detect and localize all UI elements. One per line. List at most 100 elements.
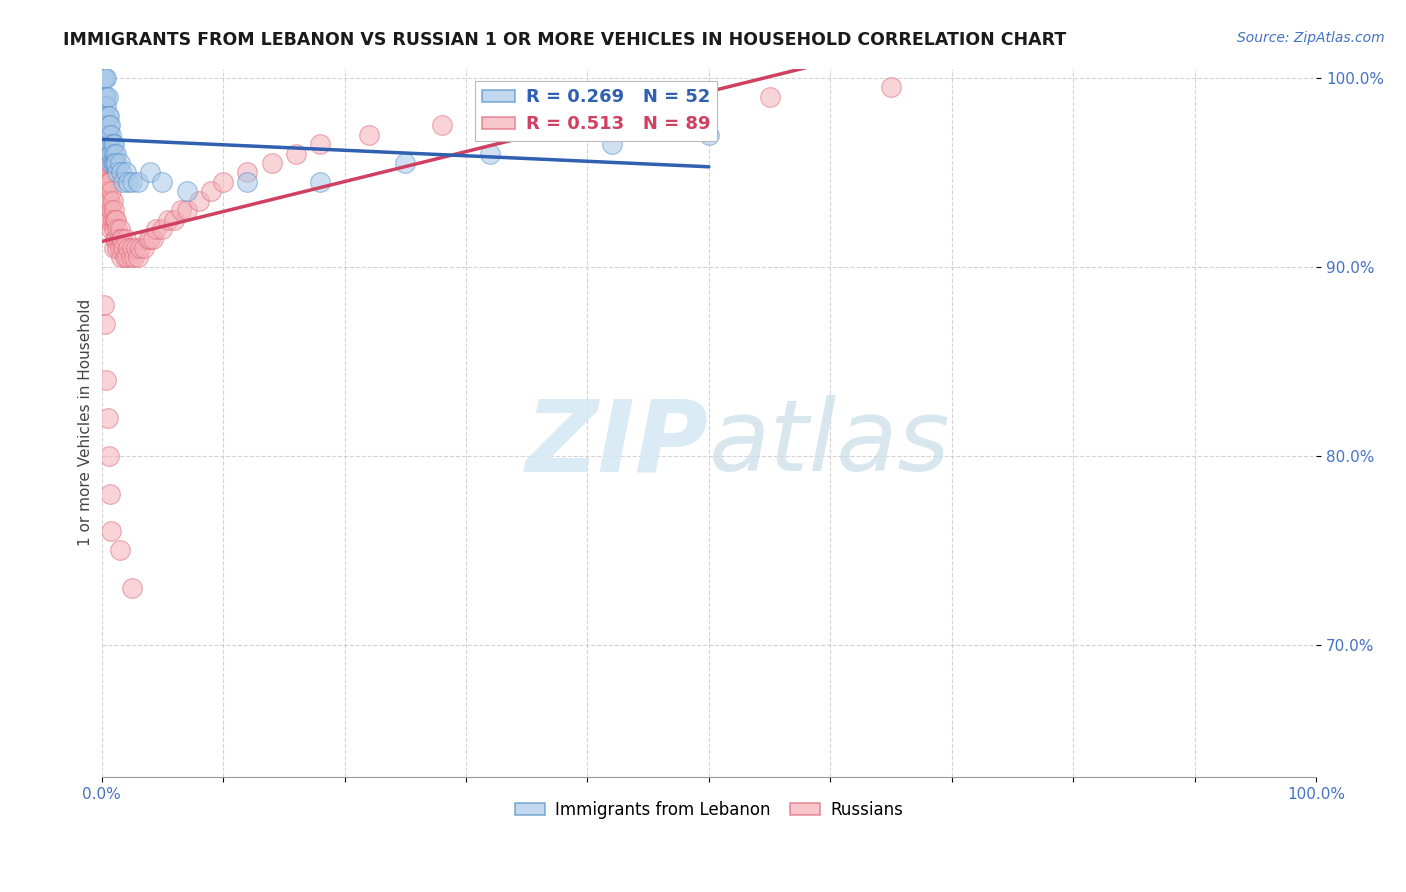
- Point: [121, 175, 143, 189]
- Point: [430, 118, 453, 132]
- Point: [97, 128, 120, 142]
- Point: [97, 165, 120, 179]
- Point: [94, 175, 117, 189]
- Point: [108, 241, 131, 255]
- Point: [357, 128, 380, 142]
- Point: [108, 156, 131, 170]
- Point: [309, 175, 332, 189]
- Point: [105, 231, 128, 245]
- Point: [104, 231, 127, 245]
- Point: [93, 70, 115, 85]
- Point: [600, 137, 623, 152]
- Point: [98, 137, 121, 152]
- Point: [96, 90, 118, 104]
- Point: [104, 212, 127, 227]
- Point: [114, 251, 136, 265]
- Point: [112, 175, 135, 189]
- Point: [110, 251, 132, 265]
- Point: [150, 175, 173, 189]
- Point: [93, 298, 115, 312]
- Point: [93, 109, 115, 123]
- Point: [94, 137, 117, 152]
- Point: [101, 137, 124, 152]
- Point: [96, 194, 118, 208]
- Point: [127, 251, 149, 265]
- Point: [100, 184, 122, 198]
- Point: [98, 118, 121, 132]
- Point: [100, 203, 122, 218]
- Point: [100, 222, 122, 236]
- Legend: Immigrants from Lebanon, Russians: Immigrants from Lebanon, Russians: [508, 794, 910, 825]
- Point: [110, 231, 132, 245]
- Point: [105, 165, 128, 179]
- Point: [108, 222, 131, 236]
- Point: [260, 156, 283, 170]
- Point: [124, 241, 146, 255]
- Point: [91, 70, 114, 85]
- Point: [105, 222, 128, 236]
- Point: [97, 109, 120, 123]
- Point: [104, 156, 127, 170]
- Point: [111, 231, 134, 245]
- Point: [97, 137, 120, 152]
- Point: [129, 241, 152, 255]
- Point: [110, 165, 132, 179]
- Point: [101, 194, 124, 208]
- Point: [139, 165, 162, 179]
- Point: [97, 109, 120, 123]
- Point: [134, 241, 156, 255]
- Point: [394, 156, 416, 170]
- Point: [94, 156, 117, 170]
- Point: [94, 212, 117, 227]
- Point: [758, 90, 780, 104]
- Point: [139, 231, 162, 245]
- Point: [105, 156, 128, 170]
- Point: [479, 146, 502, 161]
- Point: [105, 212, 128, 227]
- Text: Source: ZipAtlas.com: Source: ZipAtlas.com: [1237, 31, 1385, 45]
- Point: [115, 251, 138, 265]
- Point: [105, 241, 128, 255]
- Point: [94, 109, 117, 123]
- Point: [97, 175, 120, 189]
- Point: [176, 184, 198, 198]
- Point: [100, 146, 122, 161]
- Point: [163, 212, 186, 227]
- Point: [94, 317, 117, 331]
- Point: [96, 373, 118, 387]
- Point: [187, 194, 209, 208]
- Point: [97, 146, 120, 161]
- Point: [120, 251, 142, 265]
- Point: [93, 90, 115, 104]
- Point: [97, 449, 120, 463]
- Point: [97, 137, 120, 152]
- Point: [98, 175, 121, 189]
- Point: [94, 70, 117, 85]
- Point: [97, 212, 120, 227]
- Point: [115, 231, 138, 245]
- Point: [97, 128, 120, 142]
- Point: [93, 146, 115, 161]
- Point: [637, 99, 659, 113]
- Point: [97, 184, 120, 198]
- Point: [101, 212, 124, 227]
- Point: [98, 146, 121, 161]
- Point: [97, 156, 120, 170]
- Point: [94, 194, 117, 208]
- Point: [97, 90, 120, 104]
- Point: [101, 156, 124, 170]
- Point: [94, 128, 117, 142]
- Point: [112, 241, 135, 255]
- Point: [157, 212, 180, 227]
- Point: [108, 543, 131, 558]
- Point: [97, 194, 120, 208]
- Text: ZIP: ZIP: [526, 395, 709, 492]
- Point: [103, 137, 125, 152]
- Point: [98, 212, 121, 227]
- Point: [169, 203, 191, 218]
- Point: [136, 231, 159, 245]
- Point: [97, 411, 120, 425]
- Text: IMMIGRANTS FROM LEBANON VS RUSSIAN 1 OR MORE VEHICLES IN HOUSEHOLD CORRELATION C: IMMIGRANTS FROM LEBANON VS RUSSIAN 1 OR …: [63, 31, 1067, 49]
- Point: [127, 175, 149, 189]
- Point: [124, 251, 146, 265]
